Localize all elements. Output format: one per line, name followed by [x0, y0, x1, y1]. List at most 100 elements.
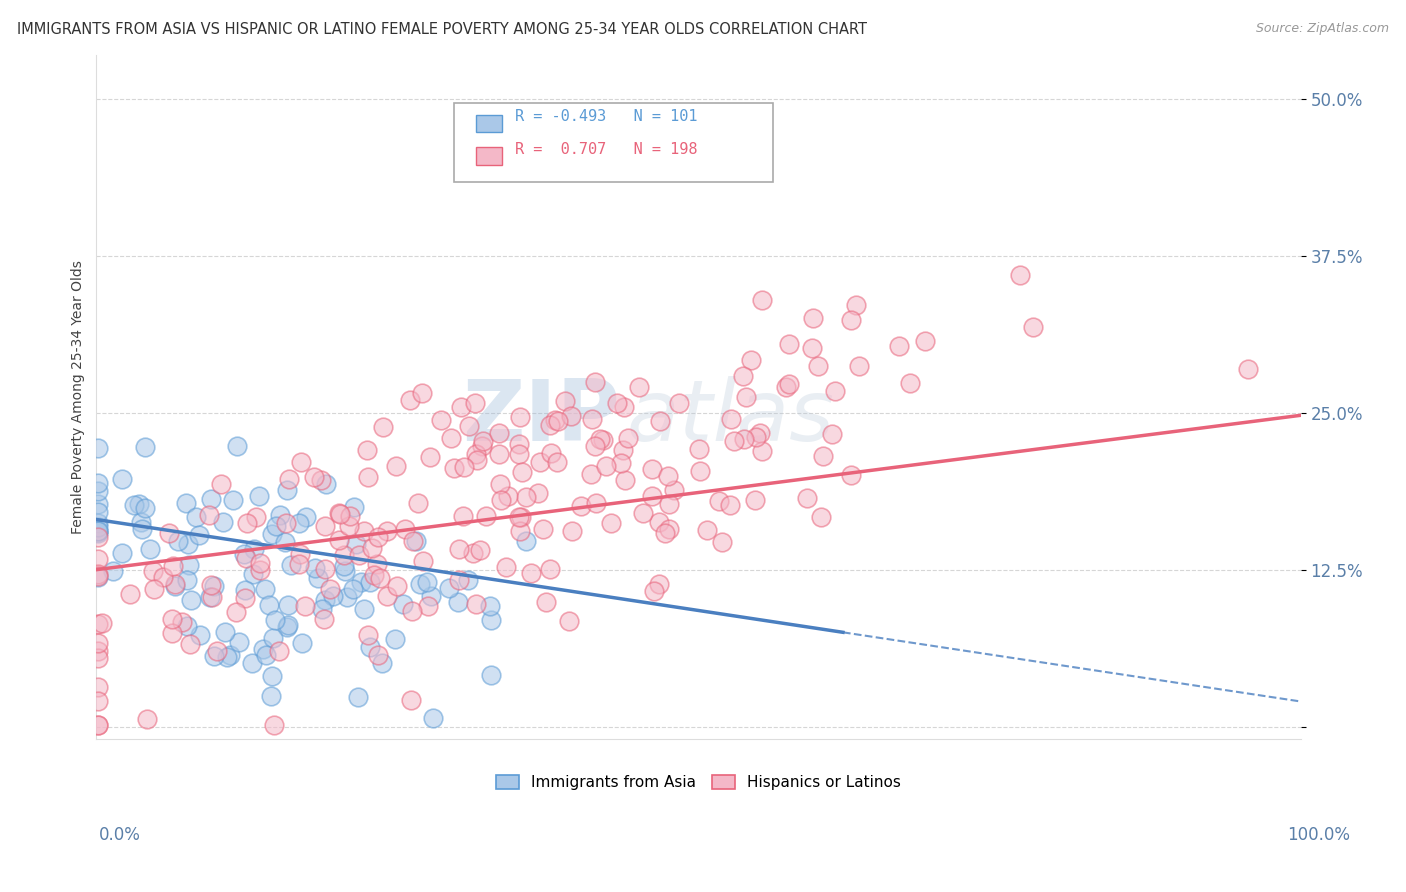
Point [245, 510, 267, 524]
Point [179, 637, 201, 651]
Point [510, 465, 533, 479]
Point [288, 558, 311, 572]
Point [1022, 319, 1045, 334]
Point [668, 396, 690, 410]
Point [419, 450, 441, 464]
Point [595, 459, 617, 474]
Point [188, 627, 211, 641]
Point [167, 533, 190, 548]
Point [236, 516, 259, 530]
Point [225, 439, 247, 453]
Point [350, 574, 373, 589]
Point [664, 483, 686, 497]
Point [385, 458, 408, 473]
Point [600, 516, 623, 530]
Point [735, 390, 758, 404]
Point [249, 563, 271, 577]
Point [274, 516, 297, 530]
Point [368, 571, 391, 585]
Point [437, 581, 460, 595]
Point [177, 537, 200, 551]
Point [841, 313, 863, 327]
Bar [475, 147, 502, 165]
Point [86, 505, 108, 519]
Point [356, 443, 378, 458]
Point [276, 620, 298, 634]
Point [207, 644, 229, 658]
Point [328, 533, 350, 547]
Point [242, 657, 264, 671]
Point [359, 640, 381, 654]
Point [449, 573, 471, 587]
Point [612, 442, 634, 457]
Point [333, 548, 356, 562]
Point [307, 571, 329, 585]
Point [589, 432, 612, 446]
Point [86, 552, 108, 566]
Point [627, 380, 650, 394]
Point [450, 401, 472, 415]
Point [718, 498, 741, 512]
Point [277, 617, 299, 632]
Point [508, 437, 530, 451]
Point [86, 693, 108, 707]
Point [176, 619, 198, 633]
Point [509, 510, 531, 524]
Point [457, 573, 479, 587]
Point [110, 472, 132, 486]
Point [641, 490, 664, 504]
Point [481, 613, 503, 627]
Point [544, 413, 567, 427]
Point [86, 525, 108, 540]
Point [446, 595, 468, 609]
Point [262, 631, 284, 645]
Point [744, 430, 766, 444]
Point [658, 497, 681, 511]
Point [202, 649, 225, 664]
Point [464, 597, 486, 611]
Point [801, 311, 824, 326]
Point [134, 501, 156, 516]
Point [200, 590, 222, 604]
Point [520, 566, 543, 581]
Point [122, 498, 145, 512]
Point [387, 578, 409, 592]
Point [733, 433, 755, 447]
Point [257, 599, 280, 613]
Point [495, 559, 517, 574]
Point [464, 396, 486, 410]
Point [749, 426, 772, 441]
Point [643, 584, 665, 599]
Point [845, 298, 868, 312]
Point [176, 496, 198, 510]
Point [290, 636, 312, 650]
Point [201, 590, 224, 604]
Point [328, 506, 350, 520]
Point [740, 353, 762, 368]
Point [583, 376, 606, 390]
Point [451, 508, 474, 523]
Point [263, 613, 285, 627]
Point [631, 506, 654, 520]
Point [366, 557, 388, 571]
Point [569, 499, 592, 513]
Point [86, 524, 108, 538]
Point [329, 507, 352, 521]
Point [249, 556, 271, 570]
Point [86, 441, 108, 455]
Point [233, 591, 256, 605]
Point [262, 527, 284, 541]
Point [458, 418, 481, 433]
Point [751, 293, 773, 307]
Legend: Immigrants from Asia, Hispanics or Latinos: Immigrants from Asia, Hispanics or Latin… [491, 769, 907, 797]
Point [101, 564, 124, 578]
Point [479, 668, 502, 682]
Point [807, 359, 830, 373]
Point [778, 376, 800, 391]
Point [375, 589, 398, 603]
Point [775, 379, 797, 393]
Point [394, 522, 416, 536]
Point [479, 599, 502, 613]
Point [180, 593, 202, 607]
Point [247, 489, 270, 503]
